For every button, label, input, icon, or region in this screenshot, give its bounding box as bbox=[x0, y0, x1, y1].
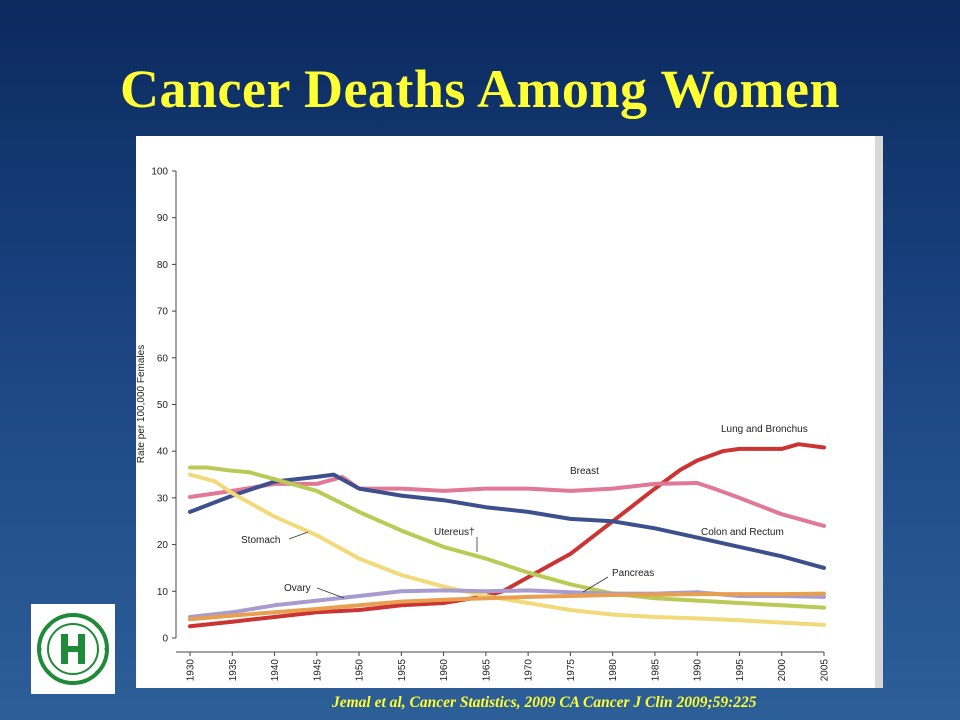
x-tick-label: 1980 bbox=[608, 659, 619, 682]
annotation-stomach: Stomach bbox=[241, 535, 280, 546]
annotation-utereus: Utereus† bbox=[434, 527, 475, 538]
x-tick-label: 1965 bbox=[481, 659, 492, 682]
citation: Jemal et al, Cancer Statistics, 2009 CA … bbox=[332, 694, 757, 711]
line-chart: 0 10 20 30 40 50 60 70 80 90 100 1930 1935 1940 1945 19… bbox=[136, 167, 831, 682]
x-tick-label: 1955 bbox=[397, 659, 408, 682]
y-axis-label: Rate per 100,000 Females bbox=[136, 345, 147, 463]
y-tick-label: 80 bbox=[157, 260, 169, 271]
y-tick-label: 0 bbox=[162, 634, 168, 645]
annotation-pancreas: Pancreas bbox=[612, 568, 654, 579]
y-tick-label: 40 bbox=[157, 447, 169, 458]
x-tick-label: 1990 bbox=[693, 659, 704, 682]
x-tick-label: 1985 bbox=[650, 659, 661, 682]
series-line-breast bbox=[188, 474, 826, 528]
x-tick-label: 1935 bbox=[228, 659, 239, 682]
series-line-utereus bbox=[188, 465, 826, 610]
annotation-colon-and-rectum: Colon and Rectum bbox=[701, 527, 784, 538]
x-tick-label: 1945 bbox=[312, 659, 323, 682]
scan-edge bbox=[875, 136, 883, 688]
y-tick-label: 20 bbox=[157, 540, 169, 551]
y-tick-label: 60 bbox=[157, 353, 169, 364]
series-line-pancreas bbox=[188, 591, 826, 622]
x-tick-label: 1950 bbox=[355, 659, 366, 682]
annotation-lung-and-bronchus: Lung and Bronchus bbox=[721, 424, 808, 435]
series-line-lung-and-bronchus bbox=[188, 442, 826, 629]
annotation-breast: Breast bbox=[570, 466, 599, 477]
hospital-logo bbox=[31, 604, 115, 694]
annotation-leader bbox=[582, 576, 609, 593]
y-tick-label: 100 bbox=[151, 167, 168, 178]
chart-panel: 0 10 20 30 40 50 60 70 80 90 100 1930 1935 1940 1945 19… bbox=[136, 136, 883, 688]
x-tick-label: 1970 bbox=[524, 659, 535, 682]
y-tick-label: 50 bbox=[157, 400, 169, 411]
slide-title: Cancer Deaths Among Women bbox=[119, 59, 840, 119]
y-tick-label: 30 bbox=[157, 493, 169, 504]
annotation-ovary: Ovary bbox=[284, 583, 311, 594]
annotation-leader bbox=[316, 587, 345, 599]
x-tick-label: 1940 bbox=[270, 659, 281, 682]
x-tick-label: 1995 bbox=[735, 659, 746, 682]
y-tick-label: 10 bbox=[157, 587, 169, 598]
x-tick-label: 1960 bbox=[439, 659, 450, 682]
x-tick-label: 1930 bbox=[186, 659, 197, 682]
x-tick-label: 1975 bbox=[566, 659, 577, 682]
annotation-leader bbox=[288, 531, 309, 540]
x-tick-label: 2000 bbox=[777, 659, 788, 682]
hackensack-logo-icon bbox=[37, 613, 109, 685]
series-line-stomach bbox=[188, 472, 826, 627]
series-line-colon-and-rectum bbox=[188, 472, 826, 570]
x-tick-label: 2005 bbox=[820, 659, 831, 682]
y-tick-label: 70 bbox=[157, 307, 169, 318]
y-tick-label: 90 bbox=[157, 213, 169, 224]
